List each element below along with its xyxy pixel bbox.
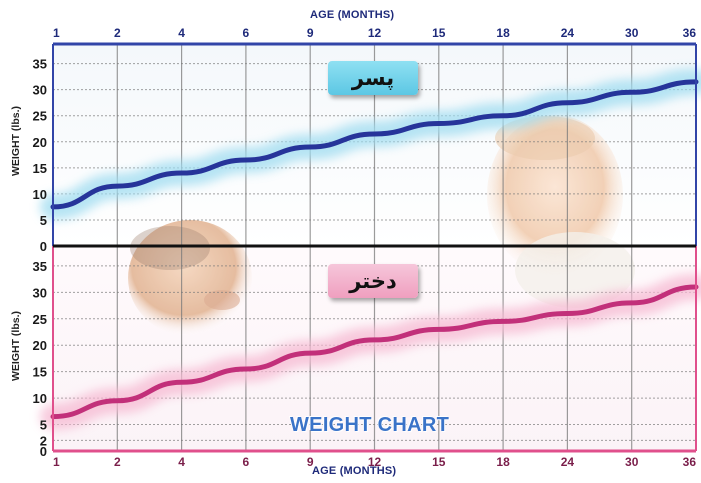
boy-y-tick-label: 10: [33, 187, 47, 202]
top-x-tick-label: 6: [243, 26, 250, 40]
bottom-x-tick-label: 15: [432, 455, 446, 469]
top-x-tick-label: 9: [307, 26, 314, 40]
girl-tag: دختر: [328, 264, 418, 298]
bottom-x-tick-label: 1: [53, 455, 60, 469]
top-x-tick-label: 36: [683, 26, 697, 40]
girl-y-tick-label: 35: [33, 259, 47, 274]
bottom-x-tick-label: 4: [178, 455, 185, 469]
top-x-tick-label: 1: [53, 26, 60, 40]
top-x-tick-label: 2: [114, 26, 121, 40]
top-x-tick-label: 15: [432, 26, 446, 40]
girl-y-tick-label: 25: [33, 312, 47, 327]
bottom-x-tick-label: 9: [307, 455, 314, 469]
top-x-tick-label: 30: [625, 26, 639, 40]
chart-title: WEIGHT CHART: [290, 414, 450, 436]
bottom-x-tick-label: 30: [625, 455, 639, 469]
baby-photo-left: [128, 220, 252, 336]
boy-tag: پسر: [328, 61, 418, 95]
girl-y-tick-label: 0: [40, 444, 47, 459]
girl-y-tick-label: 15: [33, 365, 47, 380]
bottom-x-tick-label: 6: [243, 455, 250, 469]
bottom-x-tick-label: 36: [683, 455, 697, 469]
top-x-tick-label: 4: [178, 26, 185, 40]
top-x-tick-label: 12: [368, 26, 382, 40]
top-x-tick-label: 18: [496, 26, 510, 40]
boy-y-tick-label: 20: [33, 135, 47, 150]
girl-y-tick-label: 2: [40, 433, 47, 448]
boy-y-tick-label: 5: [40, 213, 47, 228]
boy-y-tick-label: 30: [33, 83, 47, 98]
girl-y-tick-label: 20: [33, 338, 47, 353]
bottom-x-tick-label: 2: [114, 455, 121, 469]
girl-y-tick-label: 30: [33, 285, 47, 300]
boy-y-tick-label: 25: [33, 109, 47, 124]
girl-y-tick-label: 10: [33, 391, 47, 406]
boy-y-axis-title: WEIGHT (lbs.): [10, 106, 22, 176]
bottom-x-tick-label: 12: [368, 455, 382, 469]
top-x-tick-label: 24: [561, 26, 575, 40]
boy-y-tick-label: 35: [33, 57, 47, 72]
bottom-x-tick-label: 18: [496, 455, 510, 469]
bottom-axis-title: AGE (MONTHS): [312, 465, 397, 477]
boy-y-tick-label: 0: [40, 239, 47, 254]
bottom-x-tick-label: 24: [561, 455, 575, 469]
girl-y-tick-label: 5: [40, 418, 47, 433]
baby-photo-right: [487, 115, 635, 308]
boy-y-tick-label: 15: [33, 161, 47, 176]
top-axis-title: AGE (MONTHS): [310, 9, 395, 21]
girl-y-axis-title: WEIGHT (lbs.): [10, 311, 22, 381]
